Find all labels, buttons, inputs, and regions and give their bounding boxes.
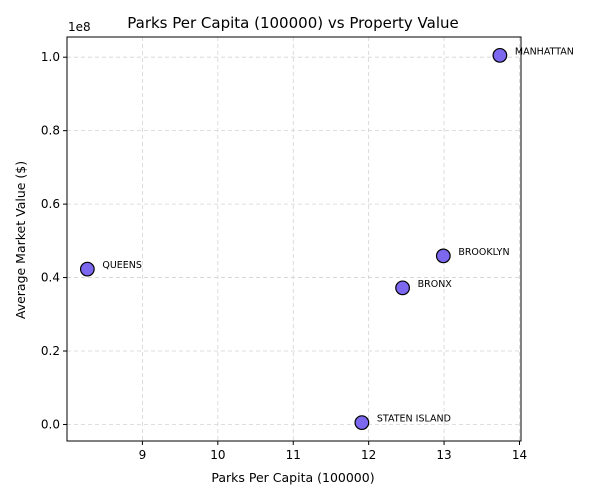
data-point-label: STATEN ISLAND bbox=[377, 414, 451, 425]
x-tick-label: 12 bbox=[361, 448, 376, 462]
grid bbox=[67, 37, 521, 441]
x-tick-label: 14 bbox=[512, 448, 527, 462]
data-point bbox=[492, 47, 508, 63]
data-point-label: BROOKLYN bbox=[458, 247, 509, 258]
y-tick-label: 0.2 bbox=[41, 344, 60, 358]
x-tick-label: 11 bbox=[286, 448, 301, 462]
y-offset-label: 1e8 bbox=[68, 20, 91, 34]
data-point-label: QUEENS bbox=[102, 260, 142, 271]
y-tick-label: 0.0 bbox=[41, 417, 60, 431]
data-point-label: BRONX bbox=[418, 279, 453, 290]
y-tick-label: 0.4 bbox=[41, 271, 60, 285]
y-tick-label: 0.8 bbox=[41, 124, 60, 138]
y-tick-label: 1.0 bbox=[41, 50, 60, 64]
axis-ticks: 9 10 11 12 13 14 0.0 0.2 0.4 0.6 0.8 1.0 bbox=[41, 50, 527, 462]
data-point bbox=[354, 415, 370, 431]
data-point bbox=[435, 248, 451, 264]
x-tick-label: 10 bbox=[210, 448, 225, 462]
data-point bbox=[79, 261, 95, 277]
y-axis-title: Average Market Value ($) bbox=[13, 161, 28, 319]
data-points: QUEENS STATEN ISLAND BRONX BROOKLYN MANHATTA… bbox=[79, 46, 574, 431]
x-tick-label: 13 bbox=[436, 448, 451, 462]
data-point bbox=[395, 280, 410, 296]
chart-title: Parks Per Capita (100000) vs Property Va… bbox=[127, 14, 459, 32]
x-tick-label: 9 bbox=[139, 448, 147, 462]
x-axis-title: Parks Per Capita (100000) bbox=[211, 470, 374, 485]
data-point-label: MANHATTAN bbox=[515, 46, 574, 57]
plot-area-frame bbox=[66, 36, 522, 442]
y-tick-label: 0.6 bbox=[41, 197, 60, 211]
